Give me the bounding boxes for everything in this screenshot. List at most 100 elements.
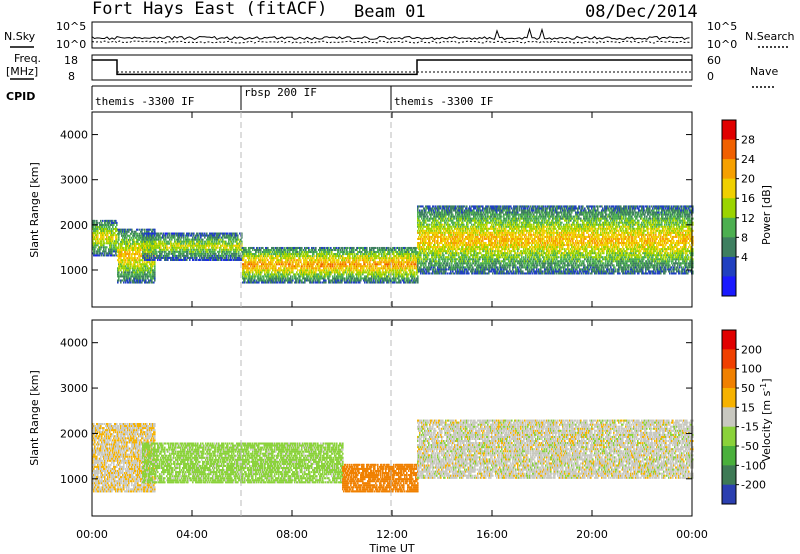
power-cell xyxy=(177,244,179,247)
power-cell xyxy=(273,281,275,284)
power-cell xyxy=(230,258,232,261)
power-cell xyxy=(209,238,211,241)
power-cell xyxy=(145,267,147,270)
power-cell xyxy=(152,232,154,235)
power-cell xyxy=(129,238,131,241)
power-cell xyxy=(208,256,210,259)
power-cell xyxy=(168,236,170,239)
power-cell xyxy=(195,248,197,251)
power-cell xyxy=(132,257,134,260)
power-cell xyxy=(239,246,241,249)
power-cell xyxy=(273,257,275,260)
power-cell xyxy=(104,223,106,226)
power-cell xyxy=(266,251,268,254)
power-cell xyxy=(256,279,258,282)
power-cell xyxy=(264,269,266,272)
noise-sky-trace xyxy=(91,27,690,41)
power-cell xyxy=(424,217,426,220)
power-cell xyxy=(162,236,164,239)
power-cell xyxy=(206,248,208,251)
power-cell xyxy=(410,269,412,272)
power-cell xyxy=(375,281,377,284)
power-cell xyxy=(363,269,365,272)
power-cell xyxy=(282,279,284,282)
power-cell xyxy=(209,240,211,243)
power-cell xyxy=(210,256,212,259)
power-cell xyxy=(277,259,279,262)
power-cell xyxy=(149,252,151,255)
power-cell xyxy=(127,277,129,280)
power-cell xyxy=(426,272,428,275)
power-cell xyxy=(289,273,291,276)
power-cell xyxy=(275,269,277,272)
power-cell xyxy=(200,250,202,253)
power-cell xyxy=(250,261,252,264)
power-cell xyxy=(115,250,117,253)
power-cell xyxy=(115,252,117,255)
power-cell xyxy=(110,234,112,237)
power-cell xyxy=(212,232,214,235)
power-cell xyxy=(208,238,210,241)
power-cell xyxy=(258,269,260,272)
power-cell xyxy=(285,275,287,278)
power-cell xyxy=(116,228,118,231)
power-cell xyxy=(386,248,388,252)
power-cell xyxy=(432,272,434,275)
power-cell xyxy=(244,265,246,268)
power-cell xyxy=(248,246,250,249)
power-cell xyxy=(325,263,327,266)
power-cell xyxy=(180,244,182,247)
power-cell xyxy=(254,253,256,256)
power-cell xyxy=(261,279,263,282)
power-cell xyxy=(324,246,326,249)
power-cell xyxy=(253,281,255,284)
power-cell xyxy=(338,257,340,260)
power-cell xyxy=(289,271,291,274)
power-cell xyxy=(236,244,238,247)
power-cell xyxy=(115,238,117,241)
power-cell xyxy=(227,252,229,255)
power-cell xyxy=(219,242,221,245)
power-cell xyxy=(155,236,157,239)
power-cell xyxy=(120,244,122,247)
power-cell xyxy=(122,253,124,256)
power-cell xyxy=(267,279,269,282)
power-cell xyxy=(142,238,144,241)
power-cell xyxy=(97,248,99,251)
power-cell xyxy=(137,279,139,282)
power-cell xyxy=(113,244,115,247)
power-cell xyxy=(233,250,235,253)
power-cell xyxy=(158,232,160,235)
power-cell xyxy=(103,238,105,241)
power-cell xyxy=(96,238,98,241)
power-cell xyxy=(281,253,283,256)
power-cell xyxy=(99,232,101,235)
power-cell xyxy=(282,251,284,254)
power-cell xyxy=(111,250,113,253)
power-cell xyxy=(269,277,271,280)
power-cell xyxy=(320,281,322,284)
power-cell xyxy=(265,281,267,284)
power-cell xyxy=(321,273,323,276)
power-cell xyxy=(324,269,326,272)
power-cell xyxy=(207,248,209,251)
power-cell xyxy=(269,263,271,266)
power-cell xyxy=(403,275,405,278)
cpid-segment-2: rbsp 200 IF xyxy=(244,86,317,99)
power-cell xyxy=(331,253,333,256)
freq-left-tick-bottom: 8 xyxy=(68,70,75,83)
power-cell xyxy=(138,275,140,278)
power-cell xyxy=(346,275,348,278)
power-cell xyxy=(126,248,128,252)
power-cell xyxy=(226,248,228,251)
power-cell xyxy=(154,258,156,261)
power-cell xyxy=(205,242,207,245)
power-cell xyxy=(217,234,219,237)
power-cell xyxy=(292,267,294,270)
power-cell xyxy=(153,277,155,280)
power-cell xyxy=(115,236,117,239)
power-cell xyxy=(235,240,237,243)
power-cell xyxy=(218,236,220,239)
power-cell xyxy=(109,219,111,222)
power-cell xyxy=(203,248,205,251)
